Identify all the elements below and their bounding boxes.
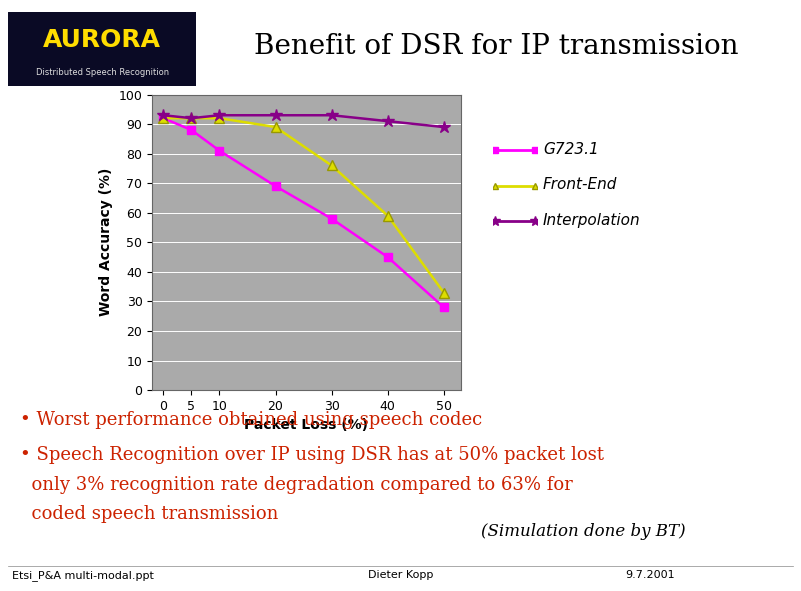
X-axis label: Packet Loss (%): Packet Loss (%) <box>244 418 368 433</box>
Text: AURORA: AURORA <box>43 28 161 52</box>
Text: only 3% recognition rate degradation compared to 63% for: only 3% recognition rate degradation com… <box>20 476 573 493</box>
Text: • Speech Recognition over IP using DSR has at 50% packet lost: • Speech Recognition over IP using DSR h… <box>20 446 604 464</box>
Text: 9.7.2001: 9.7.2001 <box>625 570 674 580</box>
Text: • Worst performance obtained using speech codec: • Worst performance obtained using speec… <box>20 411 482 428</box>
Text: coded speech transmission: coded speech transmission <box>20 505 279 523</box>
Text: Front-End: Front-End <box>543 177 618 193</box>
Text: (Simulation done by BT): (Simulation done by BT) <box>481 523 685 540</box>
Text: Etsi_P&A multi-modal.ppt: Etsi_P&A multi-modal.ppt <box>12 570 154 581</box>
Text: G723.1: G723.1 <box>543 142 599 157</box>
Y-axis label: Word Accuracy (%): Word Accuracy (%) <box>99 168 113 317</box>
Text: Dieter Kopp: Dieter Kopp <box>368 570 433 580</box>
Text: Distributed Speech Recognition: Distributed Speech Recognition <box>35 68 169 77</box>
Text: Interpolation: Interpolation <box>543 213 641 228</box>
Text: Benefit of DSR for IP transmission: Benefit of DSR for IP transmission <box>255 33 739 60</box>
